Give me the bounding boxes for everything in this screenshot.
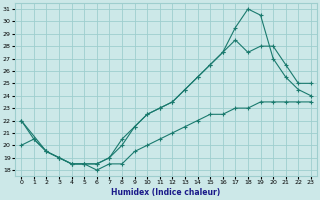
X-axis label: Humidex (Indice chaleur): Humidex (Indice chaleur) bbox=[111, 188, 221, 197]
